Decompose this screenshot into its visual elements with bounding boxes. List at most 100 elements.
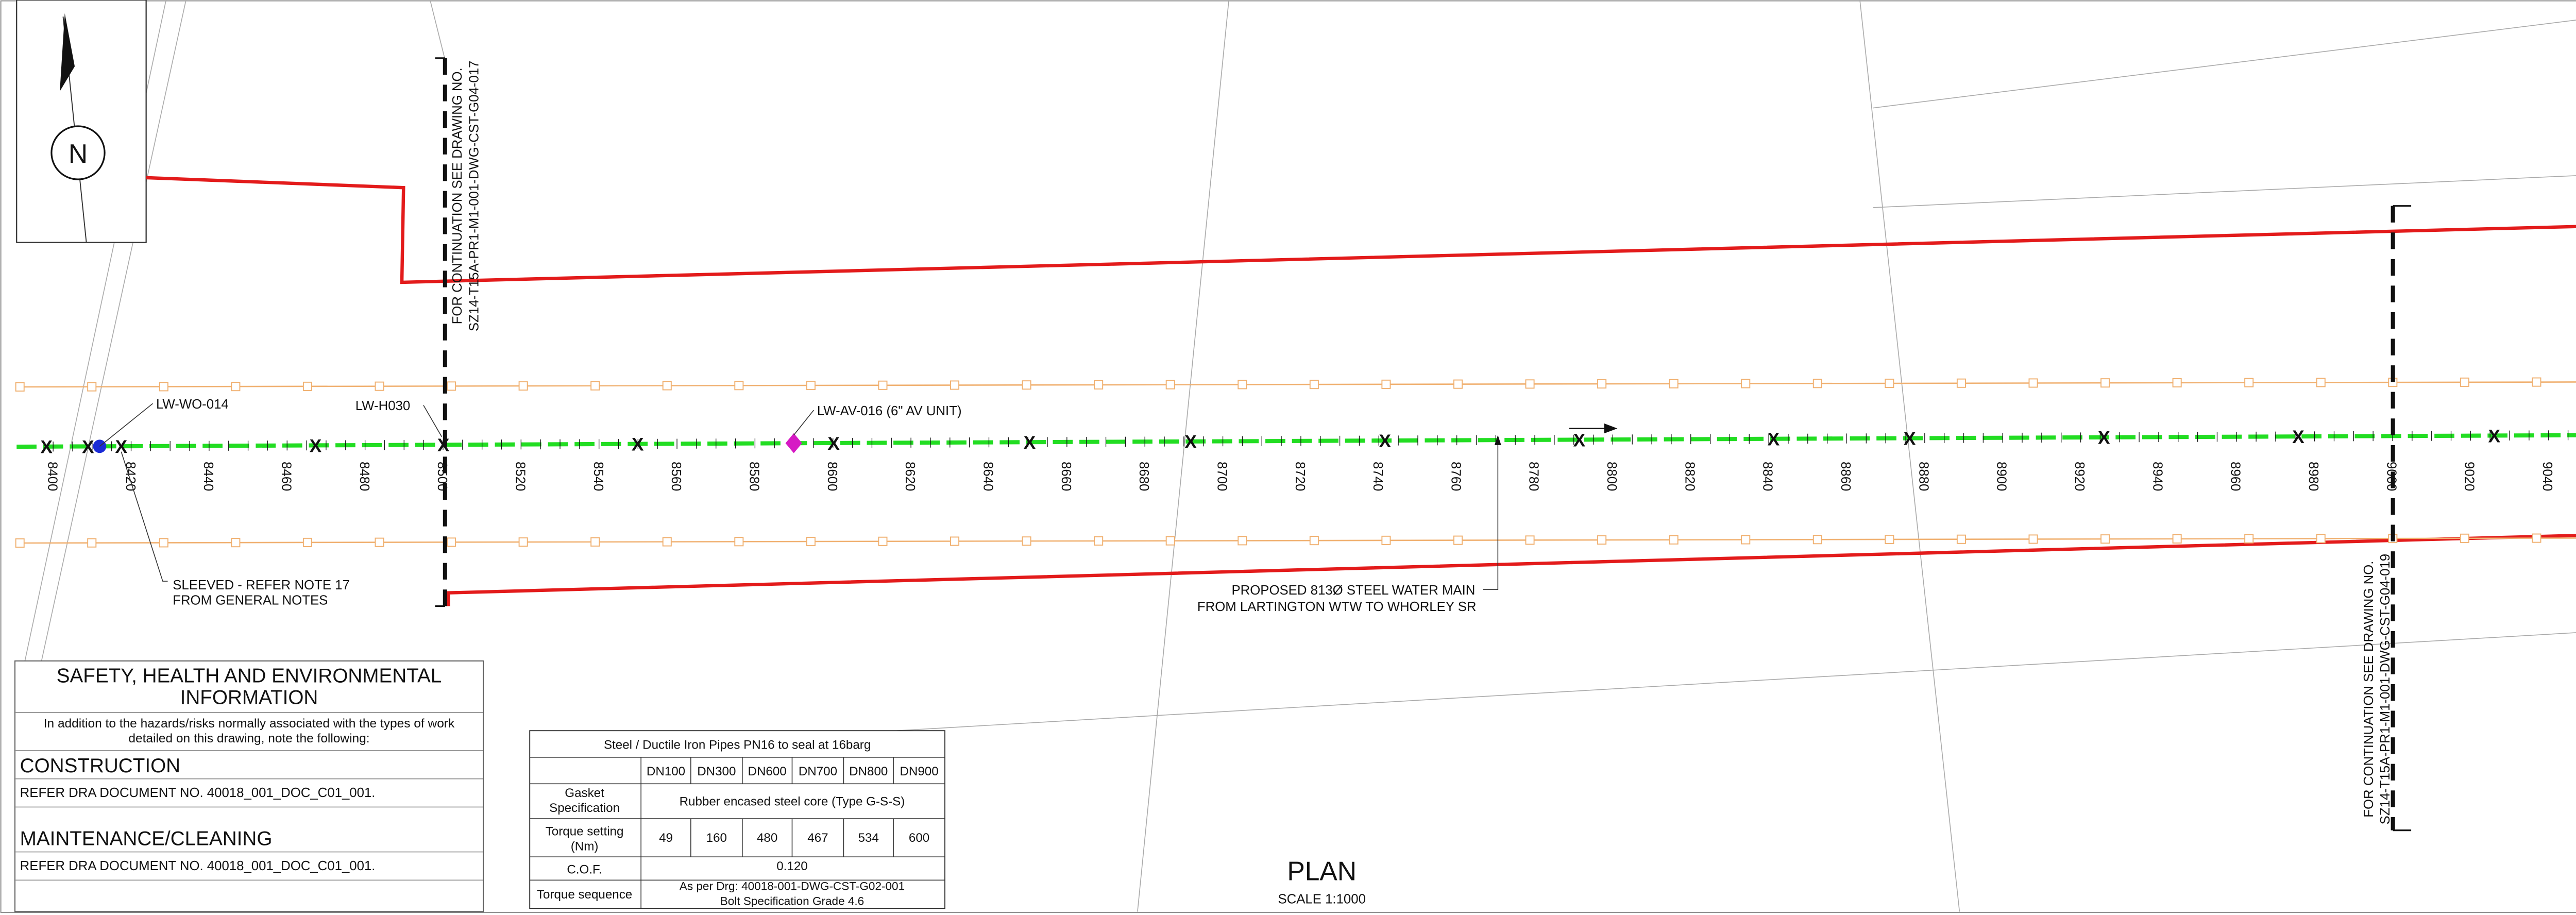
table-header: DN100 <box>647 765 685 778</box>
chainage-label: 8560 <box>669 462 683 491</box>
pipeline <box>16 433 2576 449</box>
north-arrow <box>60 13 75 92</box>
easement-marker <box>2316 378 2326 387</box>
easement-marker <box>2316 534 2326 544</box>
leader-arrow <box>1494 435 1501 445</box>
chainage-label: 8860 <box>1838 462 1853 491</box>
table-header: DN900 <box>900 765 938 778</box>
easement-marker <box>1238 380 1247 389</box>
chainage-label: 8880 <box>1916 462 1930 491</box>
callout: LW-WO-014 <box>156 397 229 412</box>
easement-marker <box>87 538 97 548</box>
valve-marker: X <box>1768 429 1780 450</box>
easement-marker <box>1669 535 1679 545</box>
table-header: DN800 <box>849 765 888 778</box>
easement-marker <box>2028 378 2038 388</box>
callout: LW-AV-016 (6" AV UNIT) <box>817 404 962 418</box>
easement-marker <box>2028 534 2038 544</box>
table-cell: 49 <box>659 831 673 845</box>
easement-marker <box>878 536 888 546</box>
easement-marker <box>1165 536 1175 546</box>
easement-marker <box>15 382 25 392</box>
valve-marker: X <box>1184 432 1197 452</box>
chainage-label: 8760 <box>1448 462 1463 491</box>
easement-marker <box>1597 379 1607 389</box>
valve-marker: X <box>82 436 94 457</box>
chainage-label: 8620 <box>903 462 917 491</box>
table-label: Gasket <box>565 786 604 800</box>
easement-marker <box>734 537 744 547</box>
table-header: DN700 <box>799 765 837 778</box>
table-label: (Nm) <box>571 839 599 853</box>
table-cell: 160 <box>706 831 727 845</box>
easement-marker <box>2172 378 2182 387</box>
easement-marker <box>231 382 241 392</box>
table-header: DN600 <box>748 765 787 778</box>
easement-marker <box>87 382 97 392</box>
easement-marker <box>2460 533 2469 543</box>
easement-marker <box>1525 379 1535 389</box>
chainage-label: 8580 <box>747 462 761 491</box>
valve-marker: X <box>115 436 127 457</box>
easement-marker <box>662 381 672 391</box>
chainage-label: 8900 <box>1994 462 2009 491</box>
safety-heading: CONSTRUCTION <box>20 755 180 777</box>
continuation-drawing: SZ14-T15A-PR1-M1-001-DWG-CST-G04-019 <box>2378 554 2393 824</box>
easement-marker <box>1381 379 1391 389</box>
easement-marker <box>2172 534 2182 544</box>
easement-marker <box>1022 536 1031 546</box>
background-line <box>1873 20 2576 109</box>
easement-marker <box>1812 379 1822 388</box>
table-label: C.O.F. <box>567 862 602 876</box>
easement-marker <box>1812 535 1822 545</box>
table-label: Torque sequence <box>537 888 632 902</box>
easement-marker <box>1669 379 1679 388</box>
easement-marker <box>375 537 384 547</box>
chainage-label: 8840 <box>1760 462 1775 491</box>
easement-marker <box>590 537 600 547</box>
easement-marker <box>1956 534 1966 544</box>
easement-marker <box>518 381 528 391</box>
safety-intro: In addition to the hazards/risks normall… <box>44 717 455 731</box>
leader <box>99 403 154 447</box>
easement-marker <box>447 537 456 547</box>
easement-marker <box>2100 534 2110 544</box>
easement-marker <box>1165 380 1175 389</box>
plan-scale: SCALE 1:1000 <box>1278 892 1365 906</box>
chainage-label: 8420 <box>123 462 138 491</box>
chainage-label: 8520 <box>513 462 527 491</box>
easement-marker <box>302 537 312 547</box>
easement-marker <box>806 381 816 391</box>
table-cell: 534 <box>858 831 879 845</box>
chainage-label: 8960 <box>2228 462 2243 491</box>
chainage-label: 8540 <box>591 462 605 491</box>
valve-marker: X <box>827 433 840 454</box>
easement-marker <box>1741 379 1751 388</box>
continuation-text: FOR CONTINUATION SEE DRAWING NO. <box>2362 561 2376 818</box>
valve-marker: X <box>2292 427 2304 447</box>
table-cell: 600 <box>909 831 929 845</box>
chainage-label: 8780 <box>1527 462 1541 491</box>
background-line <box>430 0 447 67</box>
boundary <box>447 534 2576 606</box>
flow-arrowhead <box>1604 423 1618 434</box>
easement-marker <box>1309 380 1319 389</box>
easement-marker <box>447 381 456 391</box>
valve-marker: X <box>1904 428 1916 449</box>
easement-marker <box>231 538 241 548</box>
valve-marker: X <box>1379 431 1391 451</box>
chainage-label: 8920 <box>2072 462 2087 491</box>
chainage-label: 8400 <box>45 462 59 491</box>
easement-marker <box>806 537 816 547</box>
chainage-label: 8640 <box>980 462 995 491</box>
callout: PROPOSED 813Ø STEEL WATER MAIN <box>1231 583 1475 598</box>
easement-marker <box>159 538 168 548</box>
chainage-label: 8740 <box>1370 462 1385 491</box>
easement-marker <box>662 537 672 547</box>
table-header: DN300 <box>697 765 736 778</box>
table-cell: 467 <box>807 831 828 845</box>
continuation-text: FOR CONTINUATION SEE DRAWING NO. <box>450 67 465 324</box>
